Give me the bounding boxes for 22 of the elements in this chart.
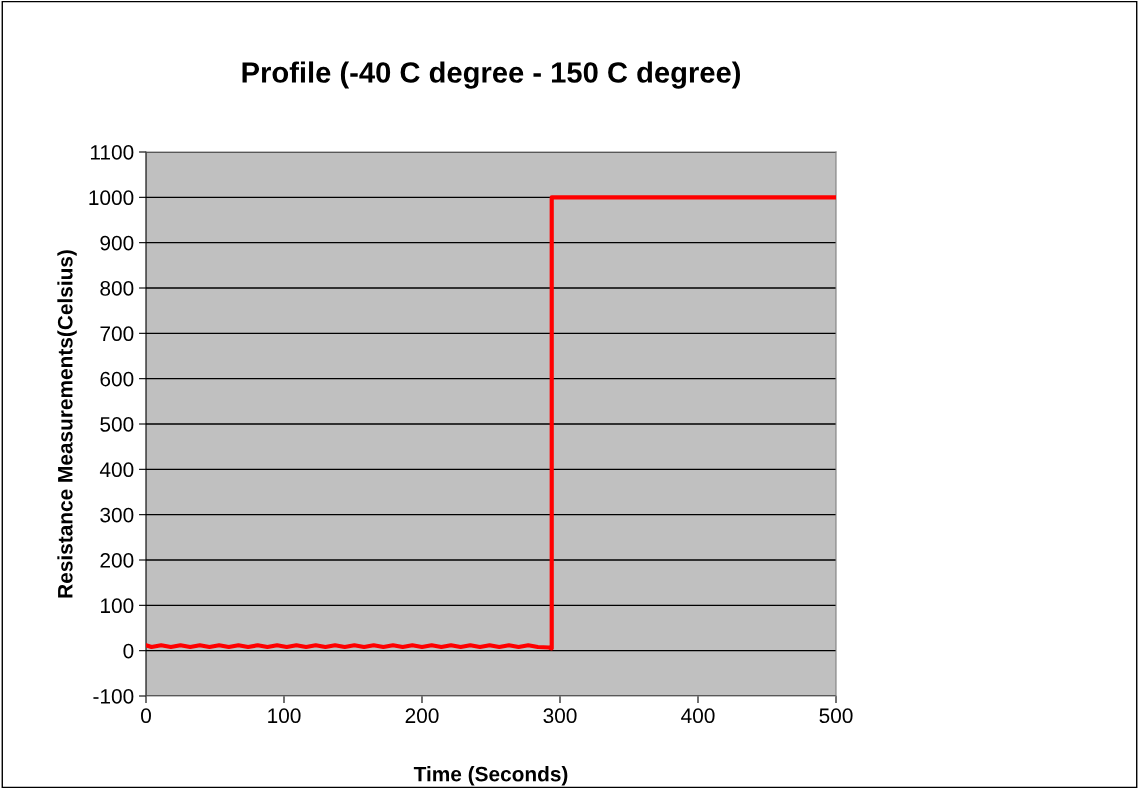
x-tick-label: 0 (141, 708, 151, 724)
x-tick-label: 300 (543, 708, 577, 724)
x-tick-label: 100 (268, 708, 301, 724)
y-tick-label: 900 (100, 235, 134, 251)
y-tick-label: 400 (99, 462, 134, 478)
y-tick-label: 800 (100, 281, 134, 296)
y-tick-label: 300 (100, 507, 134, 523)
y-tick-label: 700 (100, 326, 134, 342)
x-tick-label: 500 (819, 708, 853, 724)
y-axis-title: Resistance Measurements(Celsius) (57, 250, 77, 598)
y-tick-label: 0 (123, 643, 134, 659)
x-tick-label: 400 (681, 708, 715, 724)
y-tick-label: 100 (101, 598, 134, 614)
y-tick-label: 600 (100, 371, 134, 387)
x-tick-label: 200 (405, 708, 439, 724)
y-tick-label: 1100 (90, 145, 134, 160)
y-tick-label: 500 (100, 417, 134, 432)
chart-title: Profile (-40 C degree - 150 C degree) (242, 61, 740, 89)
y-tick-label: 200 (100, 553, 134, 568)
y-tick-label: 1000 (89, 190, 134, 206)
x-axis-title: Time (Seconds) (413, 766, 568, 786)
y-tick-label: -100 (93, 689, 134, 704)
